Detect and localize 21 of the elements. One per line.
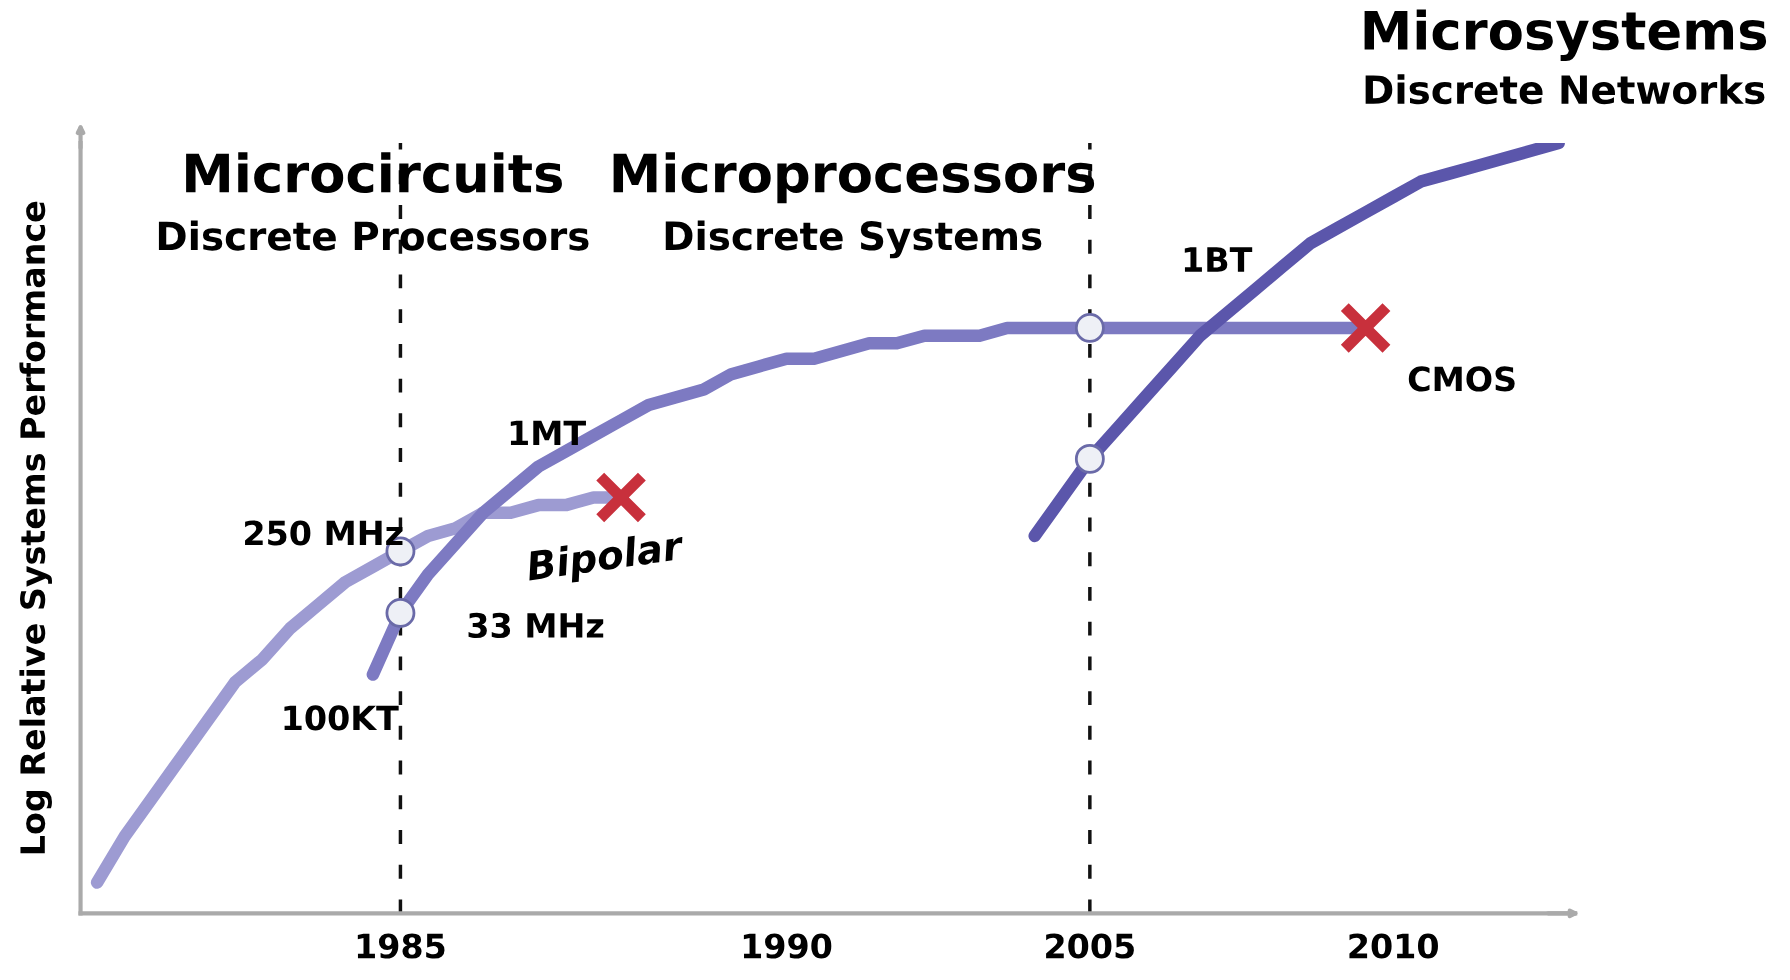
- annotation: Bipolar: [525, 529, 687, 589]
- x-tick-label: 1990: [743, 933, 832, 959]
- annotation: 1MT: [510, 420, 586, 445]
- annotation: Discrete Systems: [665, 220, 1042, 259]
- annotation: CMOS: [1408, 366, 1515, 392]
- annotation: 250 MHz: [245, 520, 403, 546]
- text: Discrete Networks: [1365, 74, 1765, 105]
- y-axis-title: Log Relative Systems Performance: [19, 201, 52, 854]
- point: [1074, 313, 1105, 343]
- annotation: 33 MHz: [468, 612, 604, 639]
- annotation: 100KT: [284, 705, 399, 731]
- annotation: Microcircuits: [186, 152, 562, 194]
- point: [1074, 443, 1105, 474]
- annotation: Microprocessors: [613, 152, 1095, 204]
- annotation: 1BT: [1184, 247, 1253, 272]
- x-tick-label: 1985: [357, 933, 445, 959]
- x-tick-label: 2010: [1349, 933, 1438, 959]
- point: [385, 598, 416, 628]
- annotation: Discrete Processors: [158, 220, 589, 251]
- x-tick-label: 2005: [1046, 933, 1134, 959]
- text: Microsystems: [1364, 9, 1767, 61]
